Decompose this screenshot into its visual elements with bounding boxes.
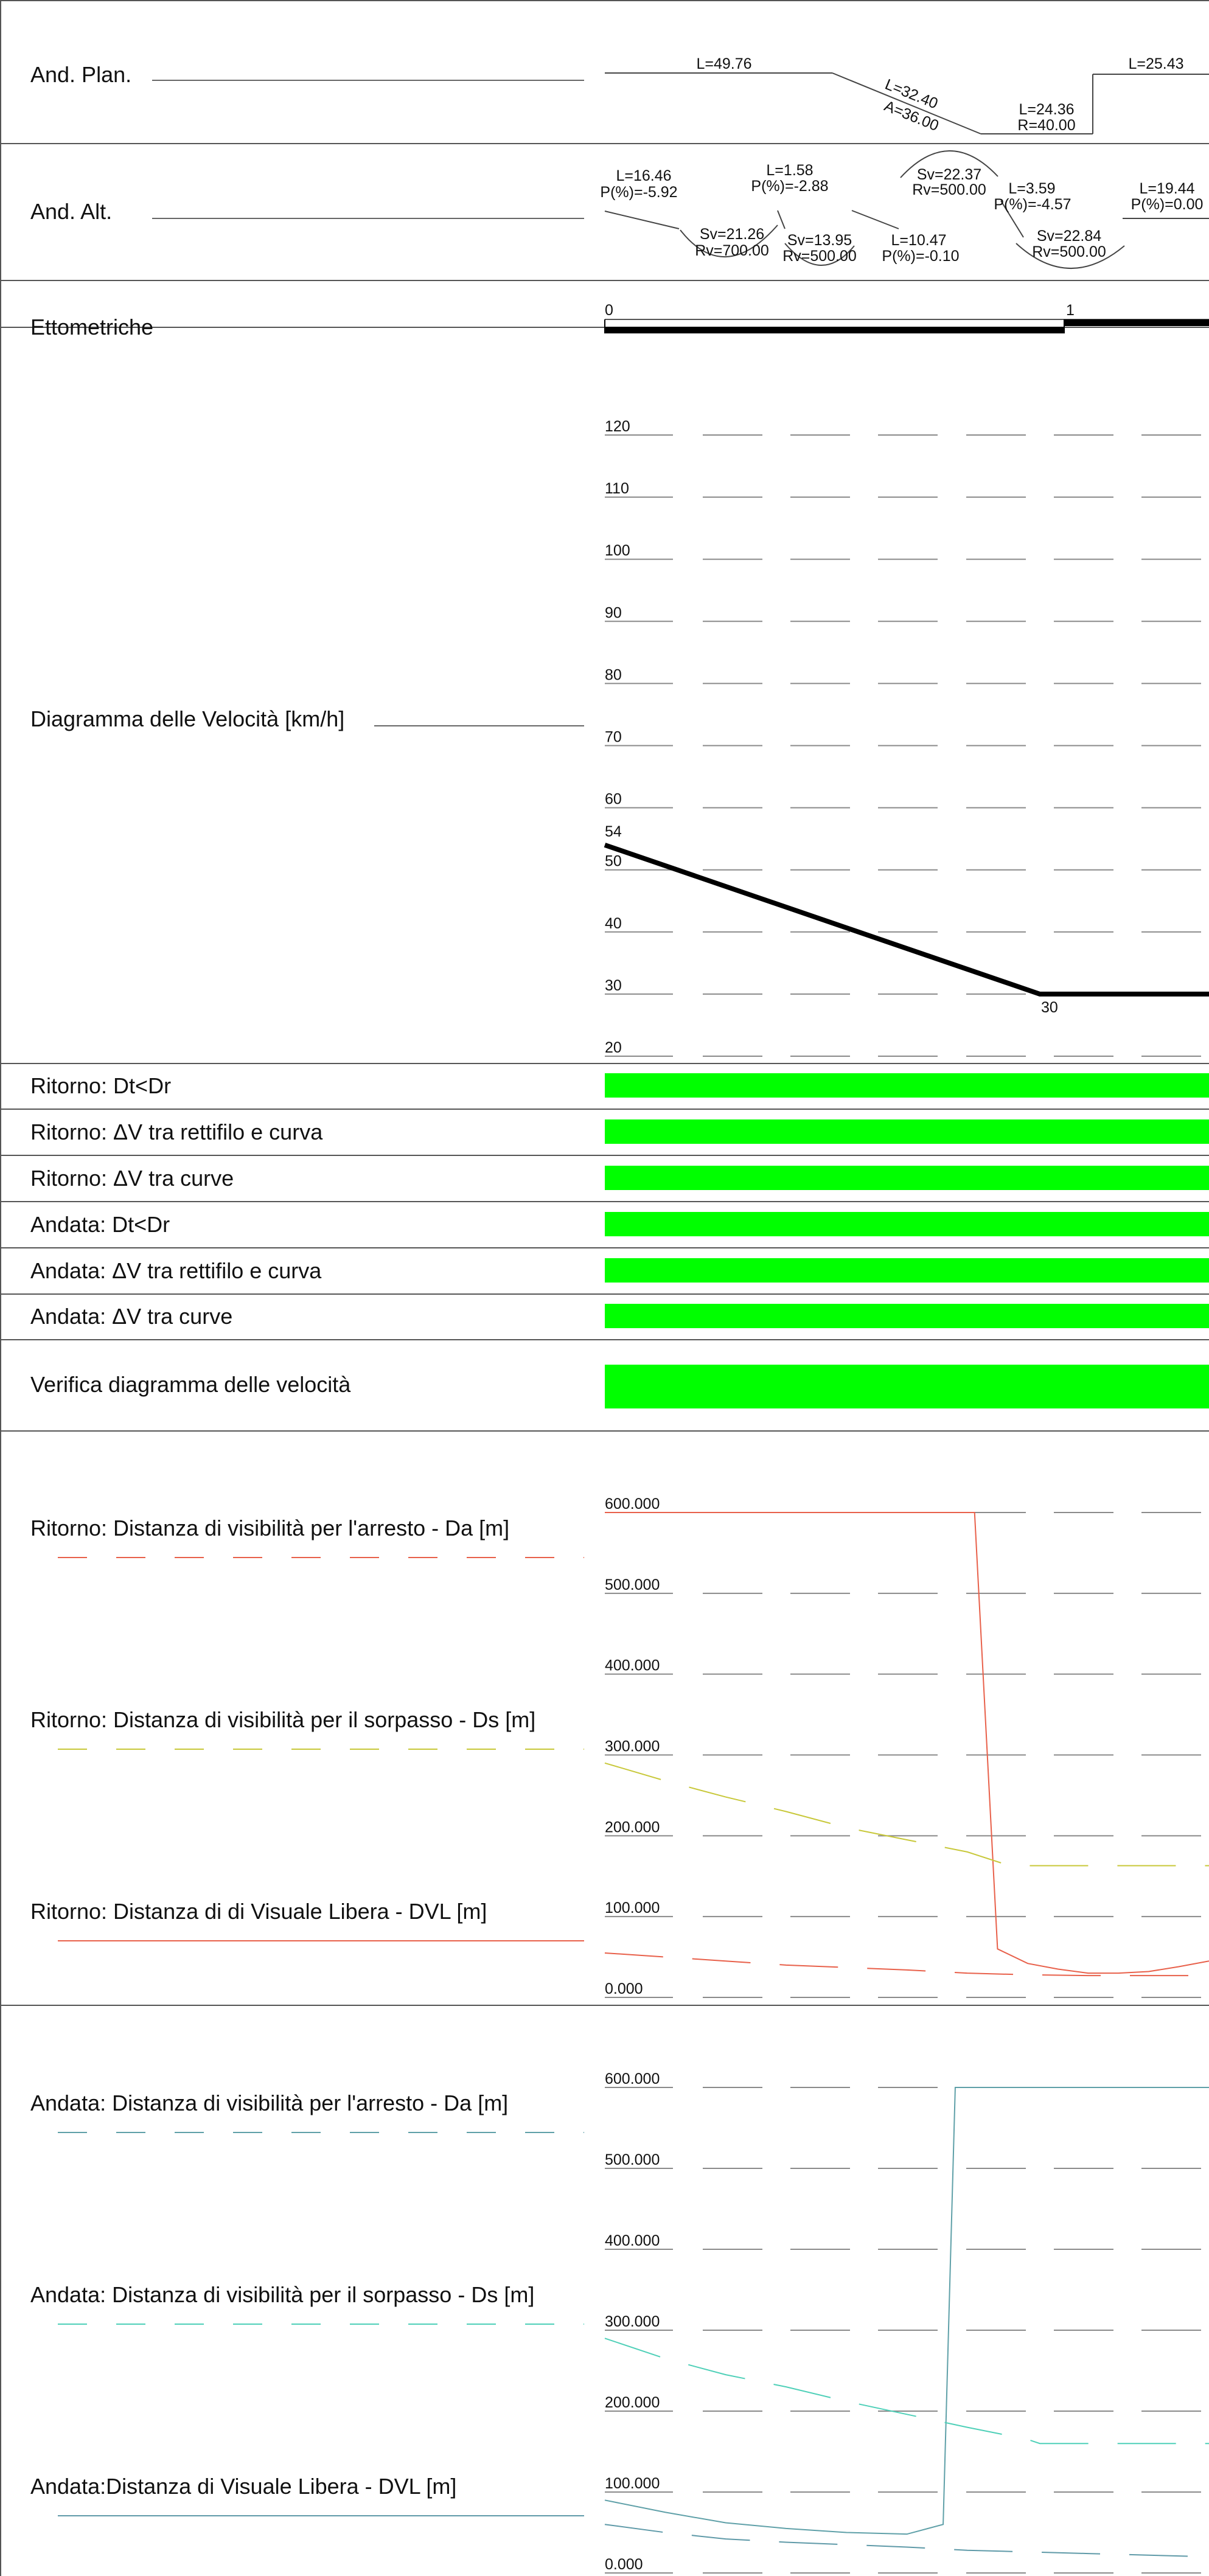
and-alt-label: And. Alt. bbox=[30, 199, 112, 224]
check-label-1: Ritorno: Dt<Dr bbox=[30, 1073, 171, 1098]
alt-l5: L=19.44 bbox=[1139, 180, 1194, 197]
ritorno-series-0 bbox=[605, 1512, 1209, 1974]
andata-ytick-2: 200.000 bbox=[605, 2394, 660, 2411]
plan-l3: L=24.36 bbox=[1019, 101, 1074, 118]
ettometriche-label: Ettometriche bbox=[30, 315, 153, 339]
andata-legend-da: Andata: Distanza di visibilità per l'arr… bbox=[30, 2090, 508, 2115]
verifica-bar bbox=[605, 1365, 1209, 1408]
alt-sv4: Sv=22.84 bbox=[1037, 228, 1101, 245]
alt-l2: L=1.58 bbox=[766, 162, 813, 179]
andata-chart: 0.000 100.000 200.000 300.000 400.000 500.000… bbox=[604, 2070, 1209, 2574]
ritorno-legend-dvl: Ritorno: Distanza di di Visuale Libera -… bbox=[30, 1899, 487, 1924]
alt-rv2: Rv=500.00 bbox=[782, 248, 857, 265]
alt-p2: P(%)=-2.88 bbox=[751, 178, 828, 195]
alt-alignment bbox=[604, 150, 1209, 269]
andata-ytick-0: 0.000 bbox=[605, 2556, 643, 2573]
check-bar-3 bbox=[605, 1166, 1209, 1190]
ritorno-legend-ds: Ritorno: Distanza di visibilità per il s… bbox=[30, 1707, 535, 1732]
speed-ytick-0: 20 bbox=[605, 1039, 622, 1056]
andata-ytick-5: 500.000 bbox=[605, 2151, 660, 2168]
speed-ytick-2: 40 bbox=[605, 915, 622, 932]
ritorno-ytick-5: 500.000 bbox=[605, 1576, 660, 1593]
check-label-2: Ritorno: ΔV tra rettifilo e curva bbox=[30, 1119, 323, 1144]
speed-ytick-9: 110 bbox=[605, 480, 629, 497]
plan-l1: L=49.76 bbox=[696, 55, 751, 72]
ritorno-ytick-3: 300.000 bbox=[605, 1738, 660, 1755]
speed-diagram-label: Diagramma delle Velocità [km/h] bbox=[30, 706, 344, 731]
check-bar-2 bbox=[605, 1119, 1209, 1144]
ritorno-series-2 bbox=[604, 1952, 1209, 1977]
speed-label-start: 54 bbox=[605, 823, 622, 840]
and-plan-label: And. Plan. bbox=[30, 62, 131, 87]
andata-ytick-1: 100.000 bbox=[605, 2475, 660, 2492]
speed-ytick-3: 50 bbox=[605, 853, 622, 870]
alt-l4: L=3.59 bbox=[1008, 180, 1055, 197]
verifica-label: Verifica diagramma delle velocità bbox=[30, 1372, 351, 1397]
ritorno-ytick-4: 400.000 bbox=[605, 1657, 660, 1674]
ritorno-series-1 bbox=[604, 1762, 1209, 1867]
alt-sv1: Sv=21.26 bbox=[700, 226, 764, 243]
ritorno-legend: Ritorno: Distanza di visibilità per l'ar… bbox=[30, 1516, 584, 1941]
andata-ytick-3: 300.000 bbox=[605, 2313, 660, 2330]
check-bar-4 bbox=[605, 1212, 1209, 1236]
alt-p5: P(%)=0.00 bbox=[1131, 196, 1204, 213]
speed-label-min: 30 bbox=[1041, 999, 1058, 1016]
speed-ytick-4: 60 bbox=[605, 791, 622, 808]
speed-ytick-6: 80 bbox=[605, 666, 622, 683]
andata-legend-dvl: Andata:Distanza di Visuale Libera - DVL … bbox=[30, 2474, 456, 2499]
andata-ytick-4: 400.000 bbox=[605, 2232, 660, 2249]
speed-series-line bbox=[604, 843, 1209, 997]
ritorno-ytick-1: 100.000 bbox=[605, 1899, 660, 1916]
andata-series-2 bbox=[604, 2524, 1209, 2558]
check-bar-1 bbox=[605, 1073, 1209, 1098]
alt-sv2: Sv=13.95 bbox=[787, 232, 852, 249]
check-label-5: Andata: ΔV tra rettifilo e curva bbox=[30, 1258, 322, 1283]
speed-ytick-8: 100 bbox=[605, 542, 630, 559]
ritorno-legend-da: Ritorno: Distanza di visibilità per l'ar… bbox=[30, 1516, 509, 1540]
ettometric-tick-1: 1 bbox=[1066, 302, 1075, 319]
plan-l4: L=25.43 bbox=[1128, 55, 1183, 72]
check-label-3: Ritorno: ΔV tra curve bbox=[30, 1166, 234, 1191]
ettometric-tick-0: 0 bbox=[605, 302, 613, 319]
ritorno-ytick-6: 600.000 bbox=[605, 1495, 660, 1513]
alt-l1: L=16.46 bbox=[616, 167, 671, 184]
alt-p4: P(%)=-4.57 bbox=[994, 196, 1071, 213]
ritorno-chart: 0.000 100.000 200.000 300.000 400.000 500.000… bbox=[604, 1495, 1209, 1998]
alt-l3: L=10.47 bbox=[891, 232, 946, 249]
andata-legend: Andata: Distanza di visibilità per l'arr… bbox=[30, 2090, 584, 2516]
speed-ytick-5: 70 bbox=[605, 729, 622, 746]
alt-rv1: Rv=700.00 bbox=[695, 242, 769, 259]
check-bar-6 bbox=[605, 1304, 1209, 1328]
check-bar-5 bbox=[605, 1258, 1209, 1283]
speed-ytick-10: 120 bbox=[605, 418, 630, 435]
ritorno-ytick-2: 200.000 bbox=[605, 1819, 660, 1836]
alt-sv3: Sv=22.37 bbox=[917, 166, 981, 183]
alt-p1: P(%)=-5.92 bbox=[600, 184, 677, 201]
ritorno-ytick-0: 0.000 bbox=[605, 1980, 643, 1997]
speed-ytick-1: 30 bbox=[605, 977, 622, 994]
alt-rv4: Rv=500.00 bbox=[1032, 243, 1106, 260]
andata-series-1 bbox=[604, 2338, 1209, 2445]
alt-rv3: Rv=500.00 bbox=[912, 181, 986, 198]
speed-chart: 20 30 40 50 60 70 80 90 100 110 120 54 30 bbox=[604, 418, 1209, 1057]
speed-ytick-7: 90 bbox=[605, 604, 622, 621]
andata-legend-ds: Andata: Distanza di visibilità per il so… bbox=[30, 2282, 534, 2307]
check-label-4: Andata: Dt<Dr bbox=[30, 1212, 170, 1237]
check-rows: Ritorno: Dt<Dr Ritorno: ΔV tra rettifilo… bbox=[30, 1073, 1209, 1408]
plan-r3: R=40.00 bbox=[1017, 117, 1075, 134]
plan-alignment bbox=[605, 72, 1209, 134]
andata-ytick-6: 600.000 bbox=[605, 2070, 660, 2087]
alt-p3: P(%)=-0.10 bbox=[882, 248, 959, 265]
ettometric-ruler bbox=[604, 319, 1209, 333]
check-label-6: Andata: ΔV tra curve bbox=[30, 1304, 232, 1329]
andata-series-0 bbox=[604, 2087, 1209, 2535]
